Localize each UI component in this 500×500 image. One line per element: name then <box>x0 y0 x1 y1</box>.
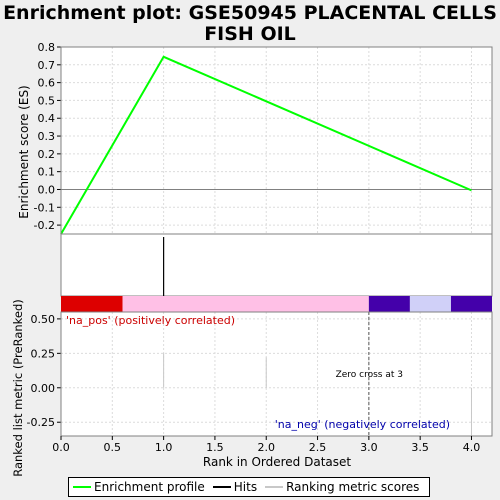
x-tick-label: 3.0 <box>360 441 378 454</box>
hits-panel <box>60 233 493 312</box>
color-bar-segment <box>122 296 369 312</box>
hits-area <box>60 233 493 297</box>
es-ytick-label: 0.4 <box>38 112 56 125</box>
y-axis-title-bottom: Ranked list metric (PreRanked) <box>11 299 25 477</box>
neg-correlation-label: 'na_neg' (negatively correlated) <box>275 418 450 431</box>
x-tick-label: 4.0 <box>463 441 481 454</box>
x-tick-label: 0.0 <box>52 441 70 454</box>
es-ytick-label: 0.3 <box>38 130 56 143</box>
x-tick-label: 2.0 <box>257 441 275 454</box>
x-tick-label: 0.5 <box>104 441 122 454</box>
legend-item-hits: Hits <box>212 480 258 494</box>
es-ytick-label: 0.0 <box>38 183 56 196</box>
legend-swatch-ranking <box>265 486 284 488</box>
x-tick-label: 1.0 <box>155 441 173 454</box>
legend-label-enrichment: Enrichment profile <box>94 480 205 494</box>
legend: Enrichment profile Hits Ranking metric s… <box>68 477 430 497</box>
es-ytick-label: 0.1 <box>38 166 56 179</box>
ranking-ytick-label: 0.50 <box>31 313 56 326</box>
y-axis-title-top: Enrichment score (ES) <box>17 85 31 218</box>
x-tick-label: 3.5 <box>411 441 429 454</box>
zero-cross-label: Zero cross at 3 <box>336 370 403 380</box>
legend-swatch-enrichment <box>73 486 91 488</box>
pos-correlation-label: 'na_pos' (positively correlated) <box>66 314 235 327</box>
es-ytick-label: -0.2 <box>34 219 55 232</box>
x-tick-label: 1.5 <box>206 441 224 454</box>
color-bar-segment <box>409 296 451 312</box>
es-ytick-label: 0.8 <box>38 41 56 54</box>
x-axis-title: Rank in Ordered Dataset <box>203 455 351 469</box>
es-panel: 0.8 0.7 0.6 0.5 0.4 0.3 0.2 0.1 0.0 -0.1 -0.2 <box>34 41 493 235</box>
chart-title-line2: FISH OIL <box>204 23 296 45</box>
es-ytick-label: 0.5 <box>38 94 56 107</box>
legend-item-ranking: Ranking metric scores <box>265 480 419 494</box>
ranking-ytick-label: 0.25 <box>31 347 56 360</box>
legend-label-hits: Hits <box>233 480 258 494</box>
x-tick-label: 2.5 <box>309 441 327 454</box>
legend-swatch-hits <box>212 486 231 488</box>
enrichment-profile-line <box>60 55 472 235</box>
ranking-panel: 0.50 0.25 0.00 -0.25 'na_pos' (positively co… <box>27 311 493 454</box>
ranking-ytick-label: 0.00 <box>31 382 56 395</box>
es-ytick-label: 0.6 <box>38 77 56 90</box>
es-plot-area <box>61 47 492 234</box>
legend-label-ranking: Ranking metric scores <box>286 480 420 494</box>
ranking-ytick-label: -0.25 <box>27 416 55 429</box>
es-ytick-label: 0.7 <box>38 59 56 72</box>
color-bar-segment <box>368 296 410 312</box>
es-ytick-label: -0.1 <box>34 201 55 214</box>
legend-item-enrichment: Enrichment profile <box>73 480 205 494</box>
color-bar-segment <box>61 296 123 312</box>
ranking-plot-border <box>60 311 493 437</box>
color-bar-segment <box>450 296 492 312</box>
es-ytick-label: 0.2 <box>38 148 56 161</box>
chart-title-line1: Enrichment plot: GSE50945 PLACENTAL CELL… <box>3 2 497 24</box>
